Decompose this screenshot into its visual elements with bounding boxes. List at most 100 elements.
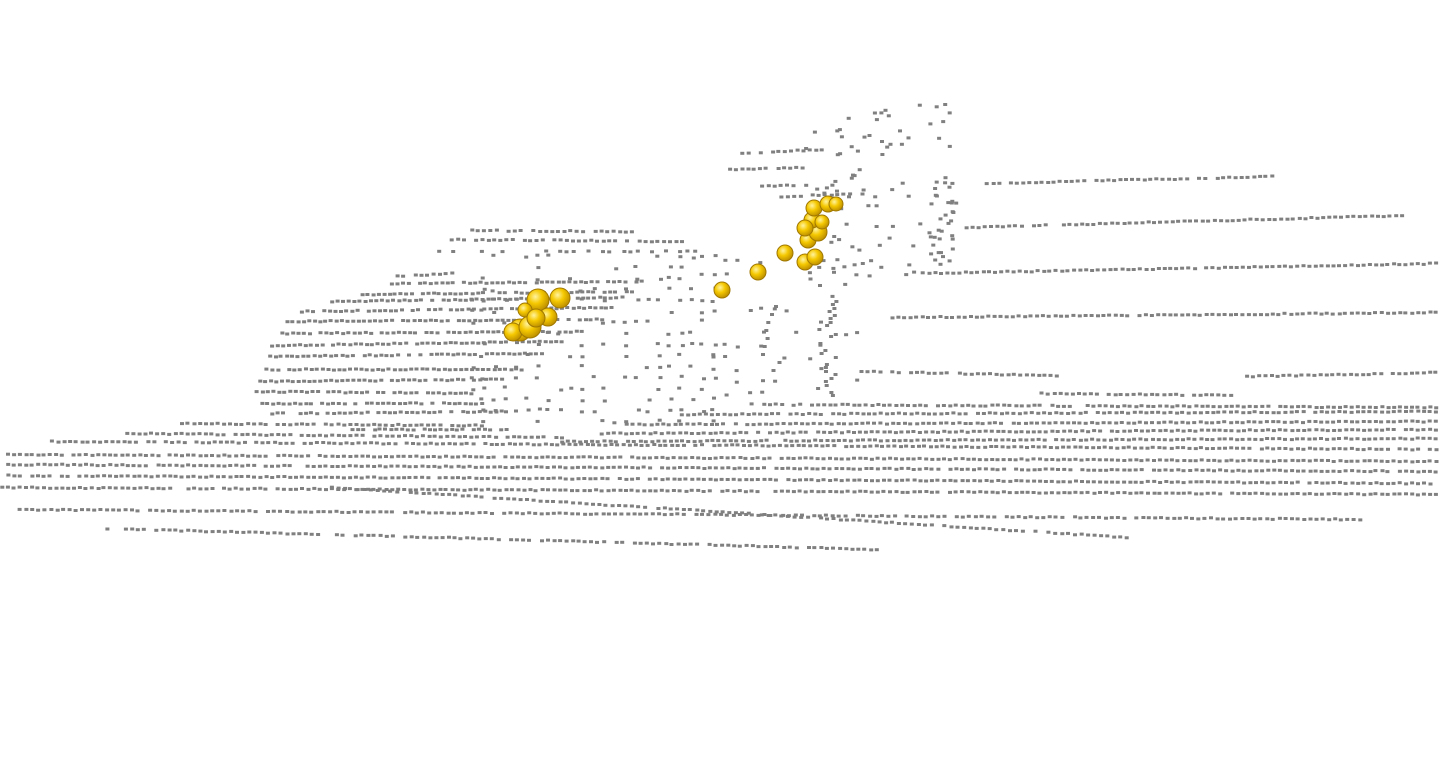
scan-point: [780, 467, 785, 470]
scan-point: [1133, 480, 1138, 484]
scan-point: [1173, 313, 1178, 317]
scan-point: [1265, 313, 1270, 317]
scan-point: [773, 513, 778, 517]
scan-point: [200, 441, 205, 445]
scan-point: [347, 464, 352, 468]
scan-point: [929, 467, 934, 471]
scan-point: [1259, 447, 1264, 451]
scan-point: [699, 342, 704, 346]
scan-point: [480, 377, 485, 381]
scan-point: [790, 444, 795, 448]
scan-point: [1330, 312, 1335, 316]
scan-point: [583, 512, 588, 516]
scan-point: [1313, 469, 1318, 473]
scan-point: [769, 422, 774, 426]
scan-point: [321, 510, 326, 514]
scan-point: [1242, 218, 1247, 222]
scan-point: [724, 513, 729, 517]
scan-point: [503, 477, 508, 481]
scan-point: [963, 438, 968, 442]
scan-point: [555, 443, 560, 447]
scan-point: [1427, 469, 1432, 473]
scan-point: [575, 290, 580, 294]
scan-point: [168, 486, 173, 490]
scan-point: [458, 511, 463, 515]
scan-point: [669, 439, 673, 443]
scan-point: [664, 542, 669, 546]
scan-point: [1227, 175, 1232, 179]
scan-point: [852, 174, 857, 178]
scan-point: [690, 456, 695, 459]
scan-point: [1350, 469, 1355, 473]
scan-point: [1376, 214, 1380, 218]
scan-point: [1225, 219, 1230, 223]
scan-point: [535, 419, 540, 423]
scan-point: [571, 501, 576, 505]
scan-point: [1289, 438, 1294, 442]
scan-point: [1319, 458, 1324, 462]
scan-point: [154, 508, 159, 512]
scan-point: [222, 530, 227, 534]
scan-point: [838, 546, 843, 550]
scan-point: [1428, 492, 1433, 496]
scan-point: [1433, 370, 1438, 374]
scan-point: [478, 378, 483, 382]
scan-point: [518, 498, 523, 502]
scan-point: [48, 486, 53, 490]
scan-point: [1104, 458, 1109, 462]
scan-point: [1169, 429, 1174, 433]
scan-point: [812, 130, 817, 134]
scan-point: [1314, 481, 1319, 484]
scan-point: [1279, 217, 1284, 221]
scan-point: [1361, 410, 1366, 414]
scan-point: [894, 467, 899, 471]
scan-point: [1245, 175, 1250, 179]
scan-point: [390, 424, 395, 427]
scan-point: [816, 490, 821, 494]
scan-point: [749, 466, 754, 470]
scan-point: [703, 423, 708, 426]
scan-point: [194, 440, 199, 444]
scan-point: [408, 488, 413, 492]
scan-point: [1319, 406, 1324, 409]
scan-point: [726, 543, 731, 547]
scan-point: [1236, 480, 1241, 484]
scan-point: [1333, 215, 1338, 219]
scan-point: [1379, 372, 1384, 376]
scan-point: [506, 318, 511, 322]
scan-point: [105, 527, 110, 531]
scan-point: [768, 403, 772, 407]
scan-point: [470, 298, 474, 302]
scan-point: [966, 514, 971, 518]
scan-point: [576, 512, 580, 516]
scan-point: [702, 456, 707, 460]
scan-point: [1054, 438, 1059, 442]
scan-point: [1313, 311, 1318, 315]
scan-point: [483, 427, 487, 431]
scan-point: [1010, 315, 1015, 319]
scan-point: [954, 467, 959, 471]
scan-point: [554, 436, 559, 439]
scan-point: [890, 316, 895, 320]
scan-point: [678, 422, 683, 426]
scan-point: [600, 318, 605, 322]
scan-point: [221, 433, 226, 437]
scan-point: [1126, 268, 1131, 272]
scan-point: [446, 330, 451, 334]
scan-point: [323, 454, 328, 458]
scan-point: [1434, 460, 1439, 463]
scan-point: [1303, 217, 1308, 221]
scan-point: [438, 487, 443, 491]
scan-point: [796, 443, 801, 447]
scan-point: [443, 341, 448, 345]
scan-point: [1397, 469, 1402, 473]
scan-point: [1008, 529, 1012, 533]
scan-point: [478, 280, 483, 284]
scan-point: [350, 428, 355, 432]
scan-point: [728, 439, 733, 443]
scan-point: [1367, 428, 1372, 432]
scan-point: [473, 487, 478, 491]
scan-point: [963, 270, 968, 274]
